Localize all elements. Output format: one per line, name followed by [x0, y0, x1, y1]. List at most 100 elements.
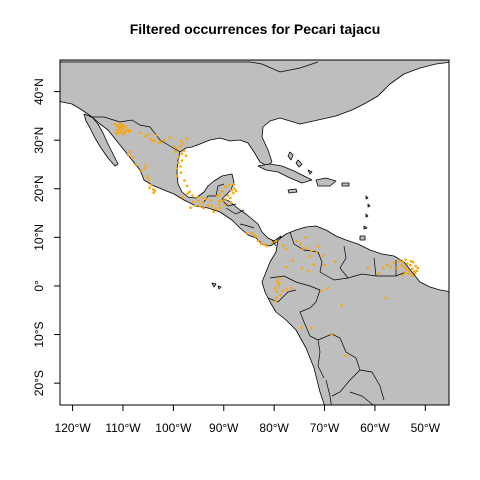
- occurrence-point: [200, 196, 204, 200]
- border-us-canada: [60, 61, 319, 73]
- occurrence-point: [413, 272, 417, 275]
- land-trinidad: [359, 235, 366, 241]
- occurrence-point: [300, 267, 304, 270]
- country-borders: [60, 61, 407, 405]
- y-tick-label: 30°N: [32, 127, 46, 154]
- occurrence-point: [189, 206, 192, 209]
- occurrence-point: [408, 263, 412, 267]
- occurrence-point: [290, 286, 293, 290]
- occurrence-point: [177, 155, 181, 159]
- occurrence-point: [115, 129, 119, 132]
- occurrence-point: [152, 191, 155, 194]
- occurrence-point: [117, 126, 120, 129]
- occurrence-point: [118, 128, 121, 131]
- occurrence-point: [316, 245, 320, 248]
- occurrence-point: [265, 244, 268, 248]
- occurrence-point: [221, 189, 224, 193]
- x-tick-label: 90°W: [209, 421, 239, 435]
- occurrence-point: [256, 239, 260, 243]
- occurrence-point: [131, 156, 135, 159]
- occurrence-point: [405, 262, 409, 265]
- occurrence-point: [179, 171, 183, 174]
- occurrence-point: [148, 186, 151, 190]
- occurrence-point: [188, 190, 191, 193]
- occurrence-point: [344, 354, 348, 357]
- x-tick-label: 80°W: [259, 421, 289, 435]
- occurrence-point: [301, 247, 305, 250]
- occurrence-point: [245, 232, 248, 235]
- occurrence-point: [232, 183, 236, 186]
- occurrence-point: [399, 264, 403, 267]
- y-tick-label: 20°S: [32, 370, 46, 396]
- land-bahamas: [287, 151, 313, 175]
- occurrence-point: [395, 267, 399, 270]
- land-jamaica: [287, 188, 298, 194]
- land-hispaniola: [315, 177, 337, 187]
- occurrence-point: [229, 201, 233, 204]
- y-tick-label: 0°: [32, 280, 46, 292]
- occurrence-point: [157, 141, 160, 145]
- occurrence-point: [123, 131, 126, 135]
- occurrence-point: [404, 258, 408, 262]
- occurrence-point: [201, 201, 204, 204]
- occurrence-point: [411, 260, 415, 264]
- occurrence-point: [221, 199, 225, 202]
- occurrence-point: [215, 194, 219, 198]
- occurrence-point: [212, 210, 215, 213]
- occurrence-point: [224, 185, 227, 189]
- land-north-america: [60, 60, 449, 247]
- occurrence-point: [180, 152, 184, 156]
- occurrence-point: [113, 122, 117, 126]
- y-tick-label: 10°N: [32, 224, 46, 251]
- occurrence-point: [274, 239, 278, 243]
- occurrence-point: [217, 203, 220, 206]
- occurrence-point: [124, 125, 128, 128]
- occurrence-point: [407, 269, 411, 273]
- occurrence-point: [163, 138, 167, 142]
- occurrence-point: [175, 174, 179, 178]
- occurrence-point: [177, 161, 180, 165]
- border-colombia-ecuador: [269, 275, 321, 291]
- occurrence-point: [175, 167, 178, 170]
- occurrence-point: [179, 165, 182, 168]
- occurrence-point: [123, 129, 127, 133]
- x-tick-label: 70°W: [310, 421, 340, 435]
- occurrence-point: [304, 236, 308, 239]
- border-honduras-nicaragua: [225, 207, 245, 215]
- occurrence-point: [377, 272, 381, 275]
- occurrence-point: [305, 246, 308, 250]
- occurrence-point: [230, 188, 234, 192]
- occurrence-point: [320, 289, 324, 293]
- occurrence-point: [291, 259, 295, 263]
- occurrence-point: [270, 241, 274, 244]
- occurrence-point: [281, 244, 285, 247]
- border-us-mexico: [90, 116, 181, 153]
- occurrence-point: [129, 129, 132, 133]
- occurrence-point: [191, 194, 194, 197]
- occurrence-point: [146, 133, 150, 136]
- occurrence-point: [326, 287, 329, 290]
- y-tick-label: 40°N: [32, 78, 46, 105]
- occurrence-point: [415, 269, 419, 273]
- occurrence-point: [284, 247, 288, 251]
- border-brazil-paraguay: [359, 369, 385, 401]
- x-tick-label: 60°W: [360, 421, 390, 435]
- occurrence-points: [113, 122, 420, 357]
- occurrence-point: [159, 140, 163, 144]
- occurrence-point: [180, 159, 184, 162]
- occurrence-point: [186, 192, 189, 195]
- occurrence-point: [229, 196, 232, 200]
- occurrence-point: [321, 254, 325, 258]
- occurrence-point: [182, 149, 186, 153]
- occurrence-point: [143, 135, 147, 138]
- occurrence-point: [122, 127, 125, 130]
- occurrence-point: [150, 139, 154, 143]
- occurrence-point: [323, 263, 327, 267]
- occurrence-point: [281, 289, 285, 293]
- occurrence-point: [410, 274, 414, 278]
- occurrence-point: [119, 125, 122, 129]
- occurrence-point: [217, 199, 221, 203]
- occurrence-point: [209, 199, 212, 202]
- occurrence-point: [402, 265, 406, 269]
